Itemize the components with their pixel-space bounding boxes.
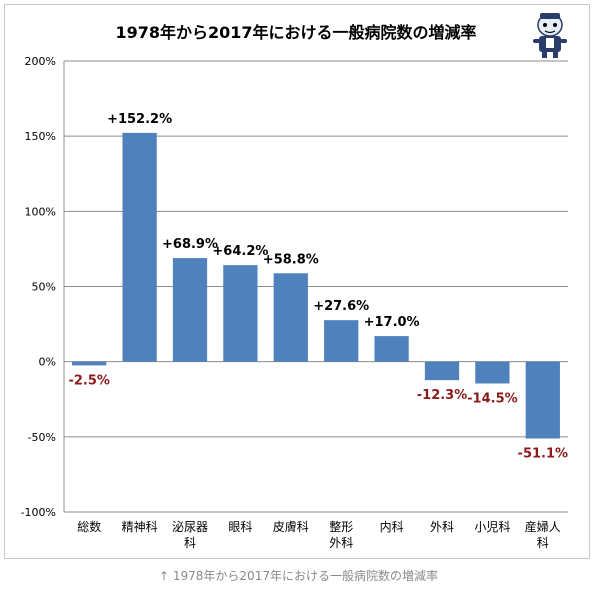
chart-title: 1978年から2017年における一般病院数の増減率	[115, 23, 476, 42]
y-tick-label: 100%	[25, 205, 56, 218]
data-label: -2.5%	[68, 373, 109, 388]
x-tick-label: 皮膚科	[273, 519, 309, 534]
x-tick-label: 小児科	[474, 520, 510, 534]
x-tick-label: 総数	[77, 519, 101, 534]
x-tick-label: 整形外科	[329, 519, 353, 550]
data-label: -12.3%	[417, 388, 468, 403]
y-tick-label: 200%	[25, 55, 56, 68]
data-label: +64.2%	[212, 244, 268, 259]
bar	[223, 265, 258, 362]
bar	[72, 361, 107, 366]
x-tick-label: 産婦人科	[525, 519, 561, 550]
data-label: +58.8%	[263, 252, 319, 267]
mascot-character-icon	[533, 13, 567, 58]
y-tick-label: -100%	[21, 506, 56, 519]
figure-caption: ↑ 1978年から2017年における一般病院数の増減率	[159, 569, 438, 583]
bar	[424, 361, 460, 381]
data-label: +27.6%	[313, 299, 369, 314]
y-tick-label: 150%	[25, 130, 56, 143]
bar	[525, 361, 560, 439]
bar	[172, 258, 208, 362]
y-tick-label: 50%	[32, 281, 56, 294]
data-label: -51.1%	[518, 446, 569, 461]
bars-layer	[72, 132, 560, 439]
x-tick-label: 眼科	[228, 520, 252, 534]
y-tick-label: 0%	[39, 356, 56, 369]
x-tick-label: 精神科	[122, 520, 158, 534]
bar	[374, 336, 409, 362]
bar	[273, 273, 308, 362]
bar	[324, 320, 359, 362]
data-label: +17.0%	[364, 315, 420, 330]
bar-chart: 1978年から2017年における一般病院数の増減率 200% 150% 100% 50…	[21, 23, 568, 550]
bar	[122, 132, 157, 362]
data-label: +152.2%	[107, 112, 172, 127]
x-tick-label: 外科	[430, 520, 454, 534]
data-label: -14.5%	[467, 391, 518, 406]
bar	[475, 361, 510, 384]
x-tick-label: 内科	[380, 520, 404, 534]
labels-layer: -2.5% 総数 +152.2% 精神科 +68.9% 泌尿器科 +64.2% 眼科 +58.8…	[68, 112, 568, 550]
y-tick-label: -50%	[28, 431, 56, 444]
data-label: +68.9%	[162, 237, 218, 252]
x-tick-label: 泌尿器科	[172, 520, 208, 550]
